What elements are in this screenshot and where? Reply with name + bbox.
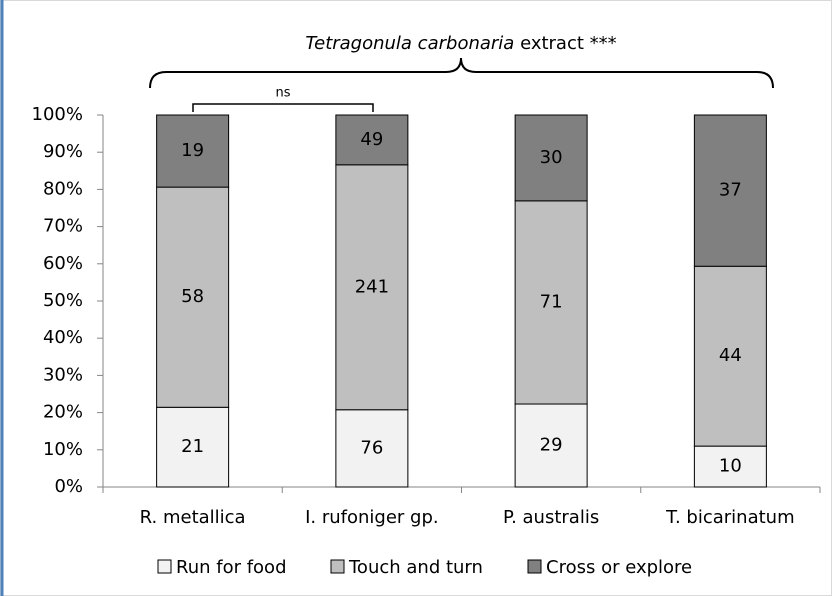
y-tick-label: 100% <box>32 104 83 125</box>
ns-bracket <box>192 103 374 112</box>
x-tick-label: I. rufoniger gp. <box>305 507 439 528</box>
legend-label: Touch and turn <box>348 557 483 578</box>
data-label: 241 <box>355 276 389 297</box>
y-tick-label: 60% <box>43 253 83 274</box>
data-label: 29 <box>540 435 563 456</box>
data-label: 21 <box>181 436 204 457</box>
y-tick-label: 80% <box>43 178 83 199</box>
bar-segment <box>693 265 767 447</box>
legend-label: Run for food <box>176 557 287 578</box>
ns-label: ns <box>275 86 290 101</box>
data-label: 71 <box>540 291 563 312</box>
y-tick-label: 0% <box>54 476 83 497</box>
y-tick-label: 90% <box>43 141 83 162</box>
brace <box>149 57 774 89</box>
bar-segment <box>335 114 409 166</box>
y-tick-label: 40% <box>43 327 83 348</box>
bar-segment <box>335 164 409 411</box>
data-label: 58 <box>181 286 204 307</box>
data-label: 19 <box>181 140 204 161</box>
bar-segment <box>514 200 588 405</box>
x-tick-label: T. bicarinatum <box>665 507 795 528</box>
title-italic: Tetragonula carbonaria <box>305 33 514 54</box>
legend-label: Cross or explore <box>546 557 692 578</box>
legend-swatch <box>157 559 172 574</box>
y-tick-label: 70% <box>43 216 83 237</box>
data-label: 76 <box>360 437 383 458</box>
bar-segment <box>693 114 767 267</box>
bar-segment <box>156 114 230 188</box>
data-label: 10 <box>719 456 742 477</box>
y-tick-label: 30% <box>43 364 83 385</box>
y-tick-label: 20% <box>43 402 83 423</box>
bar-segment <box>335 409 409 488</box>
data-label: 44 <box>719 345 742 366</box>
data-label: 49 <box>360 129 383 150</box>
bar-segment <box>156 186 230 408</box>
title-rest: extract *** <box>520 33 617 54</box>
data-label: 30 <box>540 147 563 168</box>
chart-title: Tetragonula carbonaria extract *** <box>305 33 616 54</box>
legend-swatch <box>527 559 542 574</box>
x-tick-label: R. metallica <box>140 507 246 528</box>
legend-swatch <box>330 559 345 574</box>
bar-segment <box>156 406 230 488</box>
x-tick-label: P. australis <box>503 507 599 528</box>
y-tick-label: 10% <box>43 439 83 460</box>
bar-segment <box>514 403 588 488</box>
data-label: 37 <box>719 180 742 201</box>
bar-segment <box>514 114 588 202</box>
y-tick-label: 50% <box>43 290 83 311</box>
